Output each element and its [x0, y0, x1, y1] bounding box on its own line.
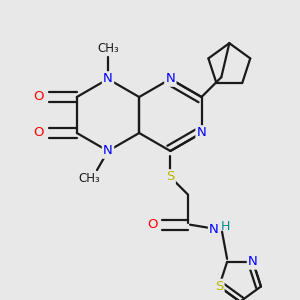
Text: O: O — [34, 127, 44, 140]
Text: N: N — [166, 73, 175, 85]
Text: CH₃: CH₃ — [78, 172, 100, 184]
Text: S: S — [215, 280, 223, 293]
Text: O: O — [34, 91, 44, 103]
Text: S: S — [166, 170, 175, 184]
Text: CH₃: CH₃ — [97, 43, 119, 56]
Text: N: N — [103, 145, 113, 158]
Text: N: N — [209, 223, 219, 236]
Text: O: O — [147, 218, 157, 231]
Text: H: H — [220, 220, 230, 233]
Text: N: N — [103, 73, 113, 85]
Text: N: N — [197, 127, 206, 140]
Text: N: N — [248, 255, 258, 268]
